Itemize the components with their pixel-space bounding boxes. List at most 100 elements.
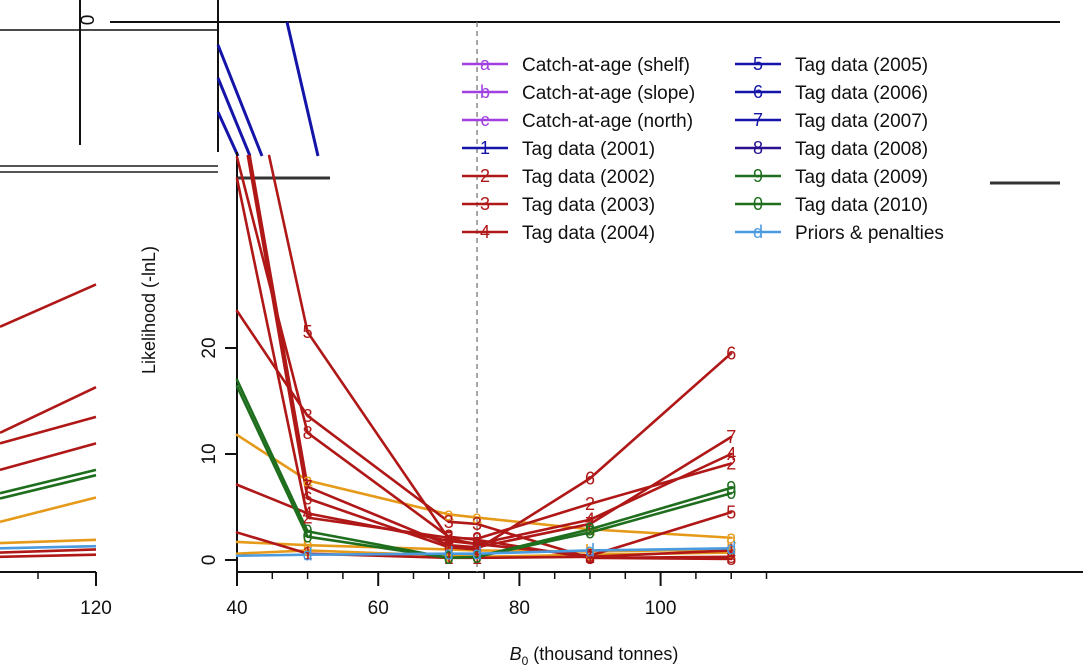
series-point-symbol: a [726,528,737,548]
series-point-symbol: 9 [444,548,454,568]
series-point-symbol: a [303,471,314,491]
legend-label: Tag data (2008) [795,139,928,160]
series-line-segment [588,351,733,480]
legend-symbol: 4 [480,222,490,242]
series-point-symbol: 2 [726,454,736,474]
series-point-symbol: 7 [472,537,482,557]
series-point-symbol: 3 [726,549,736,569]
series-line-segment [588,462,733,506]
legend-label: Tag data (2002) [522,167,655,188]
series-point-symbol: 0 [472,547,482,567]
y-axis-title: Likelihood (-lnL) [139,246,159,374]
series-point-symbol: 9 [585,519,595,539]
series-point-symbol: 5 [585,546,595,566]
series-line-segment [306,431,451,538]
series-line-segment [447,545,479,551]
series-point-symbol: 4 [585,510,595,530]
series-point-symbol: b [444,539,454,559]
y-axis-ticks: 0 10 20 [199,337,237,565]
series-line-segment [475,477,592,551]
series-line-segment [235,177,309,519]
series-line-segment [475,502,592,541]
legend-symbol: 9 [753,166,763,186]
legend-symbol: 8 [753,138,763,158]
legend-symbol: 7 [753,110,763,130]
series-point-symbol: 4 [444,531,454,551]
series-point-symbol: d [303,545,313,565]
x-axis-title-subscript: 0 [522,654,529,666]
legend-symbol: c [481,110,490,130]
series-line-segment [588,510,733,558]
series-point-symbol: 5 [472,534,482,554]
series-line-segment [588,547,733,552]
series-line-segment [447,537,479,546]
series-point-symbol: a [585,519,596,539]
series-line-segment [235,531,309,555]
series-line-segment [306,330,451,541]
series-point-symbol: 4 [303,503,313,523]
legend-label: Tag data (2007) [795,111,928,132]
series-line-segment [588,491,733,534]
series-point-symbol: c [586,545,595,565]
left-panel-series-line [0,538,97,545]
series-point-symbol: 6 [303,489,313,509]
series-line-segment [235,378,309,533]
series-line-segment [267,154,309,334]
legend-label: Tag data (2005) [795,55,928,76]
series-point-symbol: 4 [726,444,736,464]
series-point-symbol: 1 [303,544,313,564]
top-panel-blue-line-3 [216,111,240,157]
series-point-symbol: 6 [472,539,482,559]
series-point-symbol: 7 [726,427,736,447]
series-point-symbol: 1 [726,540,736,560]
series-line-segment [588,549,733,559]
left-panel-lines [0,283,97,559]
series-point-symbol: b [472,540,482,560]
series-line-segment [235,309,309,418]
series-point-symbol: 3 [585,548,595,568]
series-line-segment [306,552,451,557]
series-point-symbol: 7 [585,514,595,534]
series-point-symbol: 2 [472,529,482,549]
series-point-symbol: c [303,540,312,560]
left-panel-series-line [0,415,97,445]
series-point-symbol: c [444,546,453,566]
legend-label: Tag data (2003) [522,195,655,216]
left-panel-series-line [0,496,97,524]
series-point-symbol: a [444,504,455,524]
series-line-segment [306,497,451,549]
legend-label: Tag data (2004) [522,223,655,244]
series-point-symbol: 3 [303,406,313,426]
legend-symbol: 1 [480,138,490,158]
series-lines [235,154,733,561]
series-point-symbol: 1 [472,548,482,568]
x-axis-ticks: 40 60 80 100 [226,572,768,619]
series-point-symbol: 0 [303,527,313,547]
left-panel-series-line [0,468,97,495]
series-line-segment [447,520,479,526]
top-panel-blue-line-1 [216,44,264,157]
legend-symbol: b [480,82,490,102]
legend-symbol: 6 [753,82,763,102]
series-line-segment [475,518,592,546]
series-line-segment [447,543,479,549]
left-panel-series-line [0,283,97,328]
series-point-symbol: 7 [303,477,313,497]
left-panel-series-line [0,386,97,434]
x-axis-title-symbol: B [510,644,522,664]
series-point-symbol: a [472,508,483,528]
series-point-symbol: 9 [726,478,736,498]
series-line-segment [475,549,592,555]
series-point-symbol: 5 [444,529,454,549]
series-point-symbol: 6 [726,343,736,363]
series-line-segment [475,555,592,560]
series-point-symbol: 1 [444,548,454,568]
series-point-symbol: 8 [726,547,736,567]
legend-label: Priors & penalties [795,223,944,244]
y-tick-label: 20 [199,337,220,358]
series-line-segment [588,435,733,526]
left-partial-panel: 120 [0,283,112,619]
series-point-symbol: 2 [585,494,595,514]
